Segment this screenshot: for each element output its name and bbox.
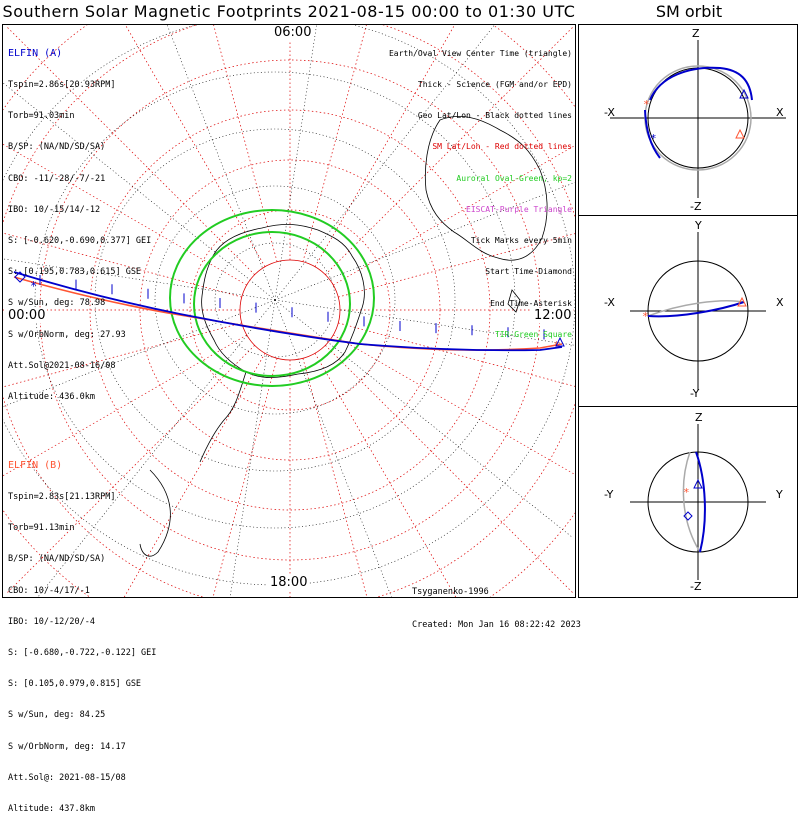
sat-a-line: B/SP: (NA/ND/SD/SA) [8, 142, 106, 153]
orbit-xz-bottom-label: -Z [690, 200, 702, 213]
svg-text:*: * [650, 132, 657, 145]
auroral-oval-inner [193, 231, 351, 377]
map-graphics: * * [3, 25, 575, 597]
orbit-panels-graphics: * * Z -Z -X X * Y -Y -X X * Z -Z -Y Y [604, 27, 786, 593]
orbit-yz-top-label: Z [695, 411, 703, 424]
sat-a-line: CBO: -11/-28/-7/-21 [8, 173, 106, 184]
legend-item: Auroral Oval-Green, kp=2 [456, 173, 572, 183]
legend-item: EISCAT-Purple Triangle [466, 204, 572, 214]
orbit-xy-top-label: Y [694, 219, 702, 232]
sat-a-line: S: [-0.620,-0.690,0.377] GEI [8, 236, 152, 247]
antarctica-coastline [199, 224, 365, 463]
orbit-yz-right-label: Y [775, 488, 783, 501]
geo-lat-circle [34, 71, 516, 529]
orbit-xz-right-label: X [776, 106, 784, 119]
orbit-xy: * Y -Y -X X [604, 219, 784, 400]
sat-a-line: IBO: 10/-15/14/-12 [8, 204, 101, 215]
hour-label-bottom: 18:00 [268, 575, 310, 590]
sat-b-line: S w/Sun, deg: 84.25 [8, 710, 106, 721]
orbit-yz: * Z -Z -Y Y [604, 411, 783, 593]
geo-lon-line [274, 25, 495, 301]
geo-lat-circle [214, 242, 336, 358]
geo-lat-circle [94, 128, 456, 472]
geo-lat-circle [154, 185, 396, 415]
geo-lon-line [166, 25, 276, 301]
sat-a-line: S w/OrbNorm, deg: 27.93 [8, 329, 126, 340]
legend-item: Thick - Science (FGM and/or EPD) [417, 80, 572, 90]
sat-a-line: Altitude: 436.0km [8, 392, 95, 403]
sm-lat-circle [89, 109, 491, 511]
orbit-panel-yz [578, 406, 798, 598]
sat-b-line: S w/OrbNorm, deg: 14.17 [8, 741, 126, 752]
sm-lat-circle [189, 209, 391, 411]
legend-item: SM Lat/Lon - Red dotted lines [432, 142, 572, 152]
legend-item: TIR-Green Square [494, 329, 572, 339]
sat-b-line: Tspin=2.83s[21.13RPM] [8, 492, 116, 503]
created-timestamp: Created: Mon Jan 16 08:22:42 2023 [412, 620, 581, 630]
hour-label-left: 00:00 [6, 308, 48, 323]
orbit-title: SM orbit [655, 2, 723, 21]
sat-a-info: ELFIN (A) Tspin=2.86s[20.93RPM] Torb=91.… [8, 28, 151, 413]
orbit-xz: * * Z -Z -X X [604, 27, 786, 213]
legend-item: End Time-Asterisk [490, 298, 572, 308]
plot-title: Southern Solar Magnetic Footprints 2021-… [2, 2, 576, 21]
geo-lon-line [274, 299, 392, 597]
sat-b-line: Altitude: 437.8km [8, 804, 95, 815]
view-center-triangle [555, 336, 565, 347]
sat-a-line: S w/Sun, deg: 78.98 [8, 298, 106, 309]
geo-lon-line [3, 82, 276, 301]
sat-a-line: Att.Sol@2021-08-16/08 [8, 360, 116, 371]
orbit-xy-right-label: X [776, 296, 784, 309]
sat-b-line: IBO: 10/-12/20/-4 [8, 616, 95, 627]
geo-lon-line [274, 299, 575, 346]
sat-b-line: Att.Sol@: 2021-08-15/08 [8, 772, 126, 783]
sat-a-line: Tspin=2.86s[20.93RPM] [8, 80, 116, 91]
orbit-xy-left-label: -X [604, 296, 615, 309]
sat-b-line: S: [-0.680,-0.722,-0.122] GEI [8, 648, 157, 659]
legend: Earth/Oval View Center Time (triangle) T… [389, 28, 572, 351]
geo-lon-line [274, 25, 317, 301]
footprint-map-frame [2, 24, 576, 598]
track-tick-marks [39, 275, 545, 340]
sat-a-name: ELFIN (A) [8, 47, 63, 59]
svg-text:*: * [683, 486, 690, 499]
geo-lon-line [37, 299, 276, 597]
south-america-coastline [139, 469, 171, 557]
hour-label-right: 12:00 [532, 308, 574, 323]
geo-lon-line [3, 299, 276, 407]
model-name: Tsyganenko-1996 [412, 587, 489, 597]
legend-item: Tick Marks every 5min [470, 236, 572, 246]
svg-text:*: * [642, 310, 649, 323]
orbit-yz-left-label: -Y [604, 488, 614, 501]
hour-label-top: 06:00 [272, 25, 314, 40]
sat-b-line: CBO: 10/-4/17/-1 [8, 585, 90, 596]
legend-item: Earth/Oval View Center Time (triangle) [388, 48, 572, 58]
legend-item: Geo Lat/Lon - Black dotted lines [417, 111, 572, 121]
orbit-yz-bottom-label: -Z [690, 580, 702, 593]
end-asterisk: * [30, 279, 37, 293]
legend-item: Start Time-Diamond [485, 267, 572, 277]
track-elfin-a [13, 271, 563, 352]
geo-lon-line [229, 299, 276, 597]
footprint-map: * * [3, 25, 575, 597]
sm-inner-circle [239, 259, 341, 361]
orbit-xz-left-label: -X [604, 106, 615, 119]
auroral-oval-outer [169, 209, 375, 387]
orbit-xz-top-label: Z [692, 27, 700, 40]
sat-b-name: ELFIN (B) [8, 459, 63, 471]
sat-b-line: Torb=91.13min [8, 523, 75, 534]
start-diamond [14, 271, 26, 283]
sat-a-line: S: [0.195,0.783,0.615] GSE [8, 267, 142, 278]
orbit-xy-bottom-label: -Y [690, 387, 700, 400]
australia-coastline [424, 115, 548, 313]
geo-lon-line [3, 258, 276, 301]
sat-b-line: S: [0.105,0.979,0.815] GSE [8, 679, 142, 690]
svg-text:*: * [643, 98, 650, 111]
sat-a-line: Torb=91.03min [8, 111, 75, 122]
sat-b-line: B/SP: (NA/ND/SD/SA) [8, 554, 106, 565]
